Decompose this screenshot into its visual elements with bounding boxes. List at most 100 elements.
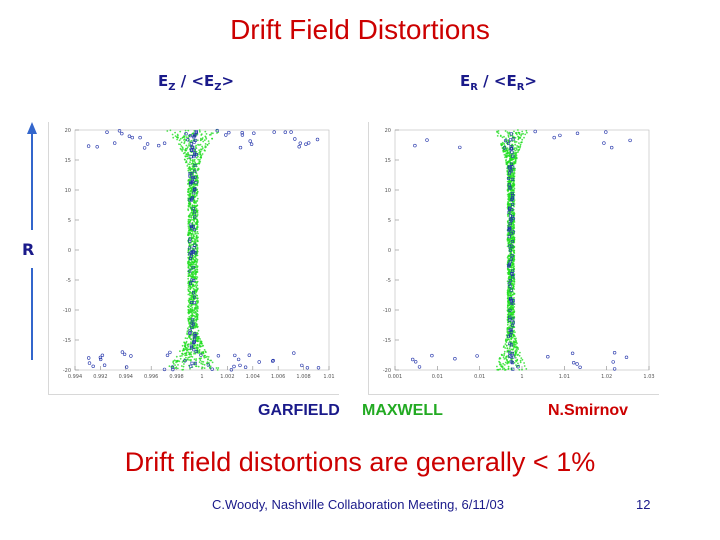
maxwell-point xyxy=(197,158,200,161)
garfield-outlier xyxy=(184,132,188,136)
maxwell-point xyxy=(515,360,518,363)
maxwell-point xyxy=(193,351,196,353)
y-tick-label: -5 xyxy=(66,278,71,284)
garfield-marker xyxy=(190,325,194,329)
maxwell-point xyxy=(507,294,509,296)
maxwell-point xyxy=(168,365,171,368)
maxwell-point xyxy=(515,151,518,154)
maxwell-point xyxy=(186,327,189,330)
maxwell-point xyxy=(196,276,199,278)
garfield-outlier xyxy=(224,133,228,137)
maxwell-point xyxy=(199,357,201,360)
maxwell-point xyxy=(179,143,182,146)
maxwell-point xyxy=(200,133,203,135)
garfield-outlier xyxy=(249,142,254,146)
maxwell-point xyxy=(189,207,192,209)
maxwell-point xyxy=(196,215,198,217)
maxwell-point xyxy=(202,351,205,354)
maxwell-point xyxy=(184,345,187,348)
maxwell-point xyxy=(513,273,516,276)
garfield-outlier xyxy=(142,146,147,150)
maxwell-point xyxy=(188,195,191,197)
maxwell-point xyxy=(507,300,509,302)
garfield-marker xyxy=(508,308,512,312)
maxwell-point xyxy=(501,136,504,139)
maxwell-point xyxy=(188,293,191,295)
maxwell-point xyxy=(196,281,199,284)
maxwell-point xyxy=(506,268,509,271)
maxwell-point xyxy=(193,196,196,199)
maxwell-point xyxy=(506,204,509,206)
maxwell-point xyxy=(519,146,521,149)
maxwell-label: MAXWELL xyxy=(362,402,443,419)
maxwell-point xyxy=(193,307,196,309)
garfield-marker xyxy=(509,218,513,222)
maxwell-point xyxy=(519,361,522,364)
maxwell-point xyxy=(198,129,201,131)
garfield-marker xyxy=(511,196,515,200)
garfield-outlier xyxy=(120,131,124,136)
garfield-outlier xyxy=(102,363,107,367)
y-tick-label: 15 xyxy=(385,158,391,164)
garfield-outlier xyxy=(112,141,117,145)
maxwell-point xyxy=(512,161,515,163)
maxwell-point xyxy=(194,326,197,329)
maxwell-point xyxy=(514,341,517,344)
maxwell-point xyxy=(521,141,523,143)
maxwell-point xyxy=(191,264,194,266)
maxwell-point xyxy=(198,344,201,346)
x-tick-label: 1.008 xyxy=(296,374,310,380)
maxwell-point xyxy=(511,153,513,156)
garfield-marker xyxy=(193,175,197,179)
maxwell-point xyxy=(181,146,184,148)
garfield-marker xyxy=(193,215,197,219)
maxwell-point xyxy=(189,204,192,206)
maxwell-point xyxy=(189,264,192,266)
garfield-outlier xyxy=(248,139,252,143)
maxwell-point xyxy=(204,146,207,149)
garfield-marker xyxy=(507,235,511,239)
maxwell-point xyxy=(208,362,210,364)
maxwell-point xyxy=(507,180,510,183)
maxwell-point xyxy=(191,161,194,163)
maxwell-point xyxy=(178,360,181,363)
maxwell-point xyxy=(523,365,526,367)
x-tick-label: 1.03 xyxy=(643,374,654,380)
garfield-outlier xyxy=(425,138,429,142)
garfield-outlier xyxy=(475,354,479,358)
maxwell-point xyxy=(194,362,197,365)
maxwell-point xyxy=(506,238,509,241)
maxwell-point xyxy=(500,142,503,145)
maxwell-point xyxy=(187,286,190,288)
maxwell-point xyxy=(500,363,502,366)
garfield-marker xyxy=(194,350,198,354)
maxwell-point xyxy=(510,340,512,343)
maxwell-point xyxy=(196,284,199,287)
maxwell-point xyxy=(196,310,199,313)
maxwell-point xyxy=(513,238,516,241)
maxwell-point xyxy=(184,352,187,355)
garfield-marker xyxy=(192,148,196,152)
garfield-marker xyxy=(190,361,194,365)
maxwell-point xyxy=(210,359,213,362)
garfield-outlier xyxy=(138,135,142,140)
maxwell-point xyxy=(198,152,201,154)
er-plot-frame: 20 15 10 5 0 -5 -10 -15 -20 0.001 0.01 0.01 1 1.01 1.0… xyxy=(368,122,659,395)
maxwell-point xyxy=(507,255,510,258)
maxwell-point xyxy=(191,221,194,224)
maxwell-point xyxy=(523,362,525,364)
maxwell-point xyxy=(513,225,515,227)
maxwell-point xyxy=(504,369,506,371)
maxwell-point xyxy=(506,306,509,309)
maxwell-point xyxy=(185,149,188,152)
garfield-outlier xyxy=(305,366,310,370)
garfield-outlier xyxy=(127,134,132,138)
maxwell-point xyxy=(512,145,515,147)
maxwell-point xyxy=(517,146,520,149)
maxwell-point xyxy=(203,363,206,366)
garfield-outlier xyxy=(247,353,252,357)
maxwell-point xyxy=(188,202,190,205)
garfield-outlier xyxy=(124,365,129,369)
maxwell-point xyxy=(196,315,198,318)
garfield-marker xyxy=(192,334,196,338)
